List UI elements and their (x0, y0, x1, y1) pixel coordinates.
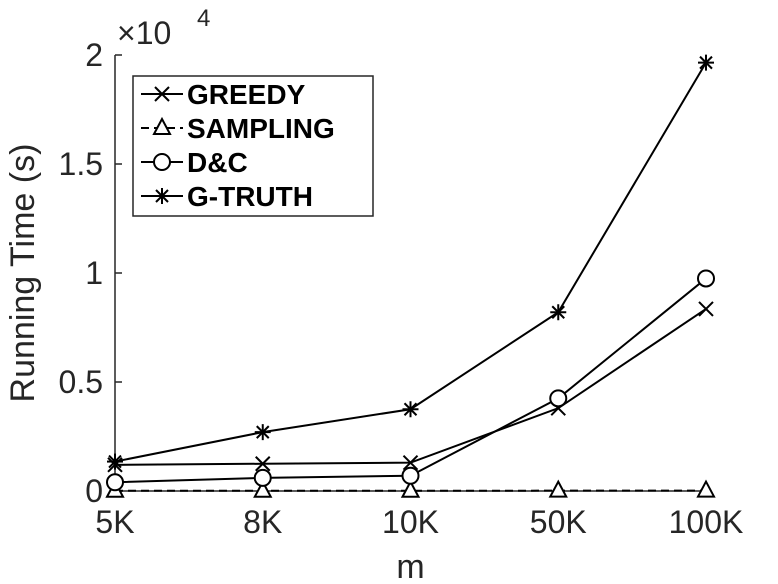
data-point-d-c (549, 389, 568, 408)
series-g-truth (107, 54, 714, 470)
series-line-greedy (114, 308, 707, 466)
data-point-greedy (402, 454, 419, 471)
y-tick-label: 0 (85, 473, 103, 509)
x-tick-label: 100K (669, 504, 744, 540)
legend-marker (154, 86, 170, 102)
data-point-d-c (253, 468, 272, 487)
legend-label: D&C (187, 147, 248, 178)
y-exponent-power: 4 (197, 5, 210, 32)
series-layer (105, 54, 716, 498)
x-tick-label: 10K (382, 504, 439, 540)
legend-item-g-truth: G-TRUTH (141, 181, 313, 212)
data-point-g-truth (107, 453, 123, 470)
data-point-sampling (696, 479, 716, 498)
legend-box (132, 75, 374, 217)
series-d-c (106, 269, 715, 492)
legend-marker (152, 116, 172, 135)
data-point-d-c (401, 466, 420, 485)
data-point-sampling (253, 479, 273, 498)
series-line-d-c (114, 277, 707, 484)
x-tick-label: 5K (95, 504, 134, 540)
data-point-d-c (106, 473, 124, 492)
y-tick-label: 2 (85, 37, 103, 73)
data-point-g-truth (698, 54, 714, 71)
legend-item-d-c: D&C (141, 147, 248, 178)
legend-item-sampling: SAMPLING (141, 113, 335, 144)
data-point-sampling (400, 479, 421, 498)
data-point-g-truth (550, 304, 567, 321)
data-point-d-c (697, 269, 715, 288)
y-axis-label: Running Time (s) (4, 144, 42, 403)
legend-label: G-TRUTH (187, 181, 313, 212)
legend-label: GREEDY (187, 79, 306, 110)
legend-item-greedy: GREEDY (141, 79, 306, 110)
x-axis-label: m (396, 548, 424, 584)
axes: 0 0.5 1 1.5 2 5K 8K 10K 50K 100K m Running Time (s)… (4, 5, 743, 584)
legend-marker (154, 188, 170, 204)
y-tick-label: 1.5 (59, 146, 103, 182)
data-point-greedy (698, 301, 714, 317)
data-point-g-truth (254, 424, 271, 441)
y-exponent-label: ×10 (117, 15, 171, 51)
data-point-g-truth (402, 401, 419, 418)
series-greedy (107, 301, 714, 473)
x-tick-label: 50K (530, 504, 587, 540)
y-tick-label: 1 (85, 255, 103, 291)
y-tick-label: 0.5 (59, 364, 103, 400)
legend-label: SAMPLING (187, 113, 335, 144)
data-point-sampling (548, 479, 568, 498)
data-point-greedy (255, 456, 271, 472)
legend-marker (153, 153, 171, 171)
x-tick-label: 8K (243, 504, 282, 540)
